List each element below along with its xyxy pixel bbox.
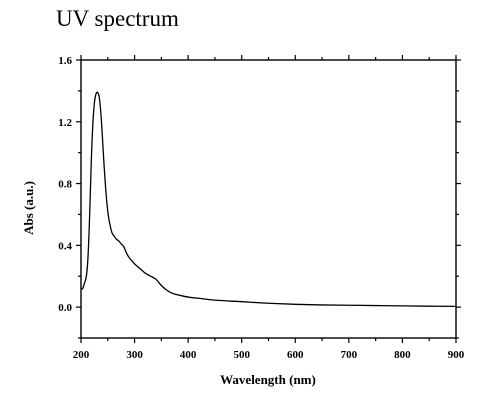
y-tick-label: 0.4	[58, 240, 72, 252]
y-tick-label: 1.2	[58, 117, 72, 129]
y-tick-label: 1.6	[58, 55, 72, 67]
tick-marks	[76, 55, 461, 343]
x-tick-label: 900	[448, 349, 465, 361]
x-tick-label: 400	[180, 349, 197, 361]
x-tick-label: 500	[233, 349, 250, 361]
y-axis-label: Abs (a.u.)	[21, 181, 36, 235]
x-axis-label: Wavelength (nm)	[220, 372, 316, 387]
x-tick-label: 300	[126, 349, 143, 361]
x-tick-label: 200	[73, 349, 90, 361]
x-tick-label: 600	[287, 349, 304, 361]
absorbance-curve	[80, 91, 457, 307]
x-tick-labels: 200 300 400 500 600 700 800 900	[73, 349, 465, 361]
plot-frame	[80, 59, 457, 339]
chart-title: UV spectrum	[56, 6, 179, 31]
x-tick-label: 700	[341, 349, 358, 361]
y-tick-label: 0.8	[58, 179, 72, 191]
x-tick-label: 800	[394, 349, 411, 361]
y-tick-label: 0.0	[58, 302, 72, 314]
y-tick-labels: 0.0 0.4 0.8 1.2 1.6	[58, 55, 72, 314]
